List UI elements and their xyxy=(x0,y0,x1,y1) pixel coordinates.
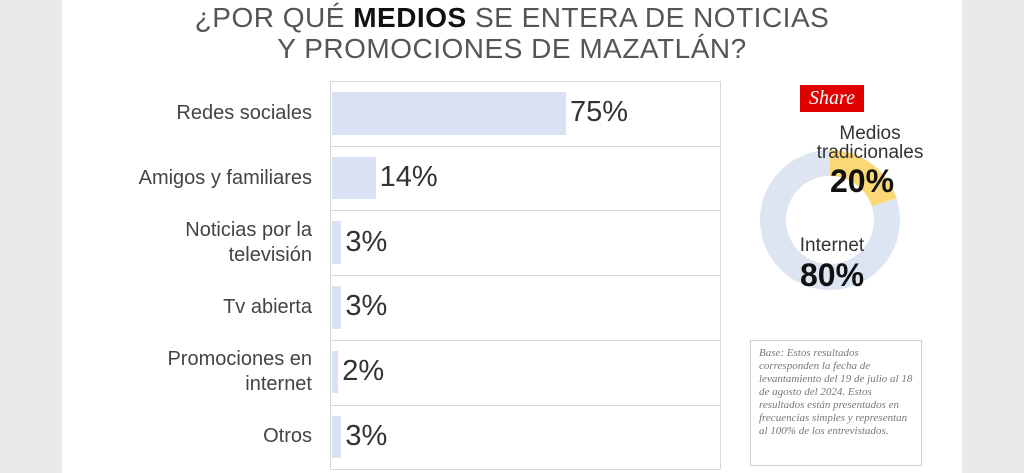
bar xyxy=(332,286,342,329)
value-label: 2% xyxy=(342,355,385,388)
category-label: Noticias por la televisión xyxy=(100,218,312,268)
category-label-line: internet xyxy=(245,373,312,396)
title-suffix: SE ENTERA DE NOTICIAS xyxy=(474,2,830,33)
slice-value-internet: 80% xyxy=(799,257,865,293)
category-label-line: televisión xyxy=(228,243,312,266)
title-bold-word: MEDIOS xyxy=(353,2,467,33)
title-line-1: ¿POR QUÉ MEDIOS SE ENTERA DE NOTICIAS xyxy=(0,2,1024,33)
category-label-line: Amigos y familiares xyxy=(138,166,312,189)
row-gridline xyxy=(330,81,720,82)
donut-chart xyxy=(760,150,900,290)
plot-right-border xyxy=(720,81,721,470)
bar xyxy=(332,415,342,459)
category-label: Redes sociales xyxy=(100,101,312,126)
value-label: 3% xyxy=(345,290,388,323)
value-label: 14% xyxy=(379,161,438,194)
share-tag: Share xyxy=(800,85,864,112)
slice-label-traditional-line-1: Medios xyxy=(839,123,901,144)
slice-label-traditional: Medios tradicionales xyxy=(800,124,940,162)
page-title: ¿POR QUÉ MEDIOS SE ENTERA DE NOTICIAS Y … xyxy=(0,2,1024,64)
slice-label-traditional-line-2: tradicionales xyxy=(816,142,924,163)
page-background xyxy=(62,0,962,473)
category-label-line: Promociones en xyxy=(167,348,312,371)
category-label-line: Otros xyxy=(263,425,312,448)
slice-value-traditional: 20% xyxy=(829,163,895,199)
row-gridline xyxy=(330,469,720,471)
row-gridline xyxy=(330,210,720,212)
bar xyxy=(332,350,339,394)
bar xyxy=(332,221,342,265)
category-label-line: Tv abierta xyxy=(223,295,312,318)
slice-label-internet: Internet xyxy=(799,235,865,256)
bar xyxy=(332,92,566,135)
bar xyxy=(332,156,376,200)
donut-slice-traditional xyxy=(829,150,897,207)
category-label-line: Redes sociales xyxy=(176,101,312,124)
category-label-line: Noticias por la xyxy=(185,218,312,241)
row-gridline xyxy=(330,145,720,147)
row-gridline xyxy=(330,339,720,341)
category-label: Otros xyxy=(100,424,312,449)
category-label: Tv abierta xyxy=(100,295,312,320)
title-line-2: Y PROMOCIONES DE MAZATLÁN? xyxy=(277,33,747,64)
row-gridline xyxy=(330,404,720,406)
category-label: Amigos y familiares xyxy=(100,166,312,191)
donut-slice-internet xyxy=(760,150,900,290)
value-label: 75% xyxy=(570,96,629,129)
category-label: Promociones en internet xyxy=(100,347,312,397)
title-prefix: ¿POR QUÉ xyxy=(194,2,345,33)
value-label: 3% xyxy=(345,419,388,452)
row-gridline xyxy=(330,275,720,277)
base-note: Base: Estos resultados corresponden la f… xyxy=(750,340,922,466)
value-label: 3% xyxy=(345,225,388,258)
